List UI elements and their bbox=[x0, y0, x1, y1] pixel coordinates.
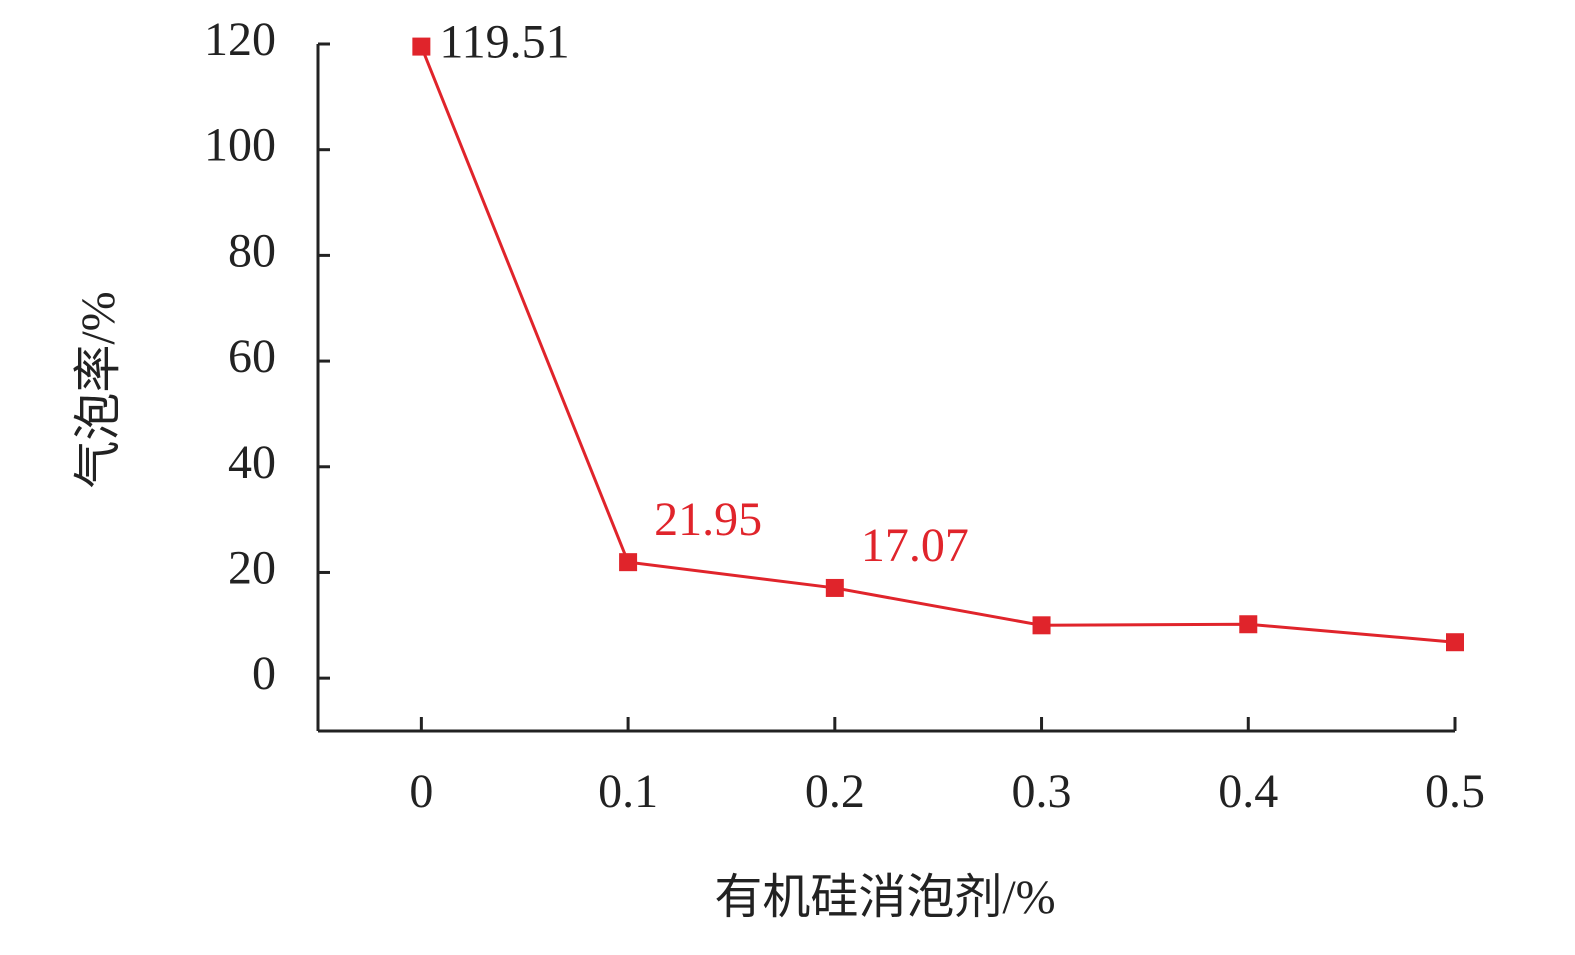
y-tick-label: 100 bbox=[204, 119, 276, 172]
data-label: 21.95 bbox=[654, 493, 762, 546]
line bbox=[419, 46, 1456, 644]
marker bbox=[1239, 615, 1258, 634]
y-tick-label: 20 bbox=[228, 541, 276, 594]
x-tick-label: 0.5 bbox=[1425, 765, 1485, 818]
data-label: 17.07 bbox=[861, 519, 969, 572]
y-tick-label: 60 bbox=[228, 330, 276, 383]
y-tick-label: 120 bbox=[204, 13, 276, 66]
y-tick-label: 80 bbox=[228, 224, 276, 277]
x-tick-label: 0.4 bbox=[1218, 765, 1278, 818]
x-tick-label: 0.2 bbox=[805, 765, 865, 818]
marker bbox=[1032, 616, 1051, 635]
x-axis-title: 有机硅消泡剂/% bbox=[714, 871, 1055, 924]
x-tick-label: 0.1 bbox=[598, 765, 658, 818]
marker bbox=[619, 553, 638, 572]
y-tick-label: 0 bbox=[252, 647, 276, 700]
x-tick-label: 0.3 bbox=[1012, 765, 1072, 818]
marker bbox=[412, 37, 431, 56]
y-axis-title: 气泡率/% bbox=[72, 291, 125, 488]
y-tick-label: 40 bbox=[228, 436, 276, 489]
marker bbox=[825, 578, 844, 597]
marker bbox=[1446, 633, 1464, 652]
x-tick-label: 0 bbox=[409, 765, 433, 818]
data-label: 119.51 bbox=[439, 16, 569, 69]
